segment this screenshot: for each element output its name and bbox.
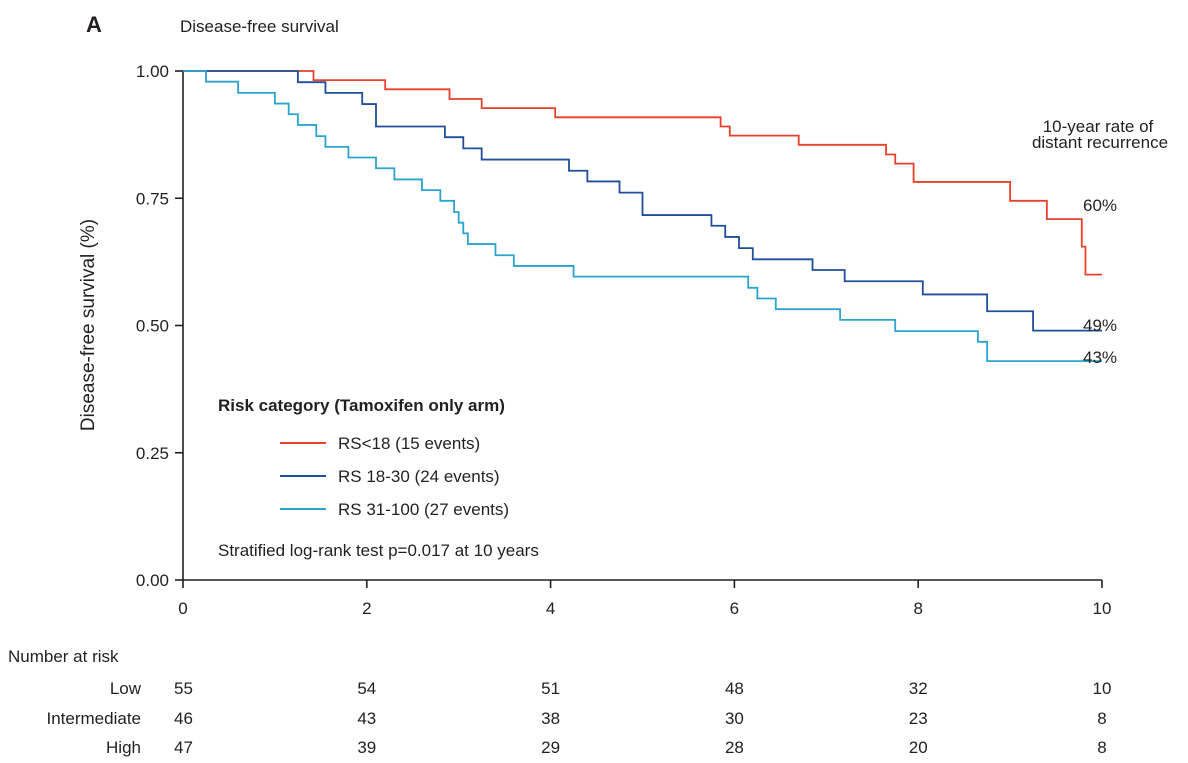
curve-intermediate [183, 70, 1102, 332]
y-tick-label-2: 0.50 [136, 317, 169, 336]
risk-row-label-low: Low [110, 679, 142, 698]
risk-value-high-4: 20 [909, 738, 928, 757]
risk-value-high-3: 28 [725, 738, 744, 757]
x-tick-label-1: 2 [362, 599, 371, 618]
panel-letter: A [86, 12, 102, 37]
end-label-low: 60% [1083, 196, 1117, 215]
risk-value-high-1: 39 [357, 738, 376, 757]
axes [182, 71, 1102, 581]
legend-entry-high: RS 31-100 (27 events) [338, 500, 509, 519]
risk-table-title: Number at risk [8, 647, 119, 666]
risk-table: Number at risk Low 55 54 51 48 32 10 Intermedia… [8, 647, 1111, 757]
y-tick-label-1: 0.25 [136, 444, 169, 463]
risk-value-high-2: 29 [541, 738, 560, 757]
risk-value-intermediate-2: 38 [541, 709, 560, 728]
legend: Risk category (Tamoxifen only arm) RS<18… [218, 396, 509, 519]
end-label-heading-line-1: 10-year rate of [1043, 117, 1154, 136]
risk-value-intermediate-1: 43 [357, 709, 376, 728]
risk-row-label-intermediate: Intermediate [47, 709, 142, 728]
risk-value-intermediate-3: 30 [725, 709, 744, 728]
risk-value-high-5: 8 [1097, 738, 1106, 757]
risk-value-low-2: 51 [541, 679, 560, 698]
y-ticks: 0.00 0.25 0.50 0.75 1.00 [136, 62, 183, 590]
logrank-annotation: Stratified log-rank test p=0.017 at 10 y… [218, 541, 539, 560]
survival-curves [183, 70, 1102, 363]
curve-low [183, 70, 1102, 276]
risk-value-intermediate-5: 8 [1097, 709, 1106, 728]
end-label-high: 43% [1083, 348, 1117, 367]
legend-title: Risk category (Tamoxifen only arm) [218, 396, 505, 415]
end-labels: 10-year rate of distant recurrence 60% 49… [1032, 117, 1168, 367]
risk-value-low-0: 55 [174, 679, 193, 698]
x-tick-label-2: 4 [546, 599, 555, 618]
risk-row-label-high: High [106, 738, 141, 757]
risk-value-low-5: 10 [1093, 679, 1112, 698]
legend-entry-low: RS<18 (15 events) [338, 434, 480, 453]
x-tick-label-3: 6 [730, 599, 739, 618]
risk-value-low-1: 54 [357, 679, 376, 698]
y-axis-label: Disease-free survival (%) [78, 219, 99, 431]
x-tick-label-4: 8 [913, 599, 922, 618]
risk-value-intermediate-0: 46 [174, 709, 193, 728]
end-label-heading-line-2: distant recurrence [1032, 133, 1168, 152]
risk-value-low-4: 32 [909, 679, 928, 698]
x-ticks: 0 2 4 6 8 10 [178, 580, 1111, 618]
risk-value-intermediate-4: 23 [909, 709, 928, 728]
x-tick-label-0: 0 [178, 599, 187, 618]
chart-title: Disease-free survival [180, 17, 339, 36]
legend-entry-intermediate: RS 18-30 (24 events) [338, 467, 500, 486]
risk-value-high-0: 47 [174, 738, 193, 757]
curve-high [183, 70, 1102, 363]
end-label-intermediate: 49% [1083, 316, 1117, 335]
y-tick-label-4: 1.00 [136, 62, 169, 81]
y-tick-label-3: 0.75 [136, 189, 169, 208]
risk-value-low-3: 48 [725, 679, 744, 698]
x-tick-label-5: 10 [1093, 599, 1112, 618]
y-tick-label-0: 0.00 [136, 571, 169, 590]
